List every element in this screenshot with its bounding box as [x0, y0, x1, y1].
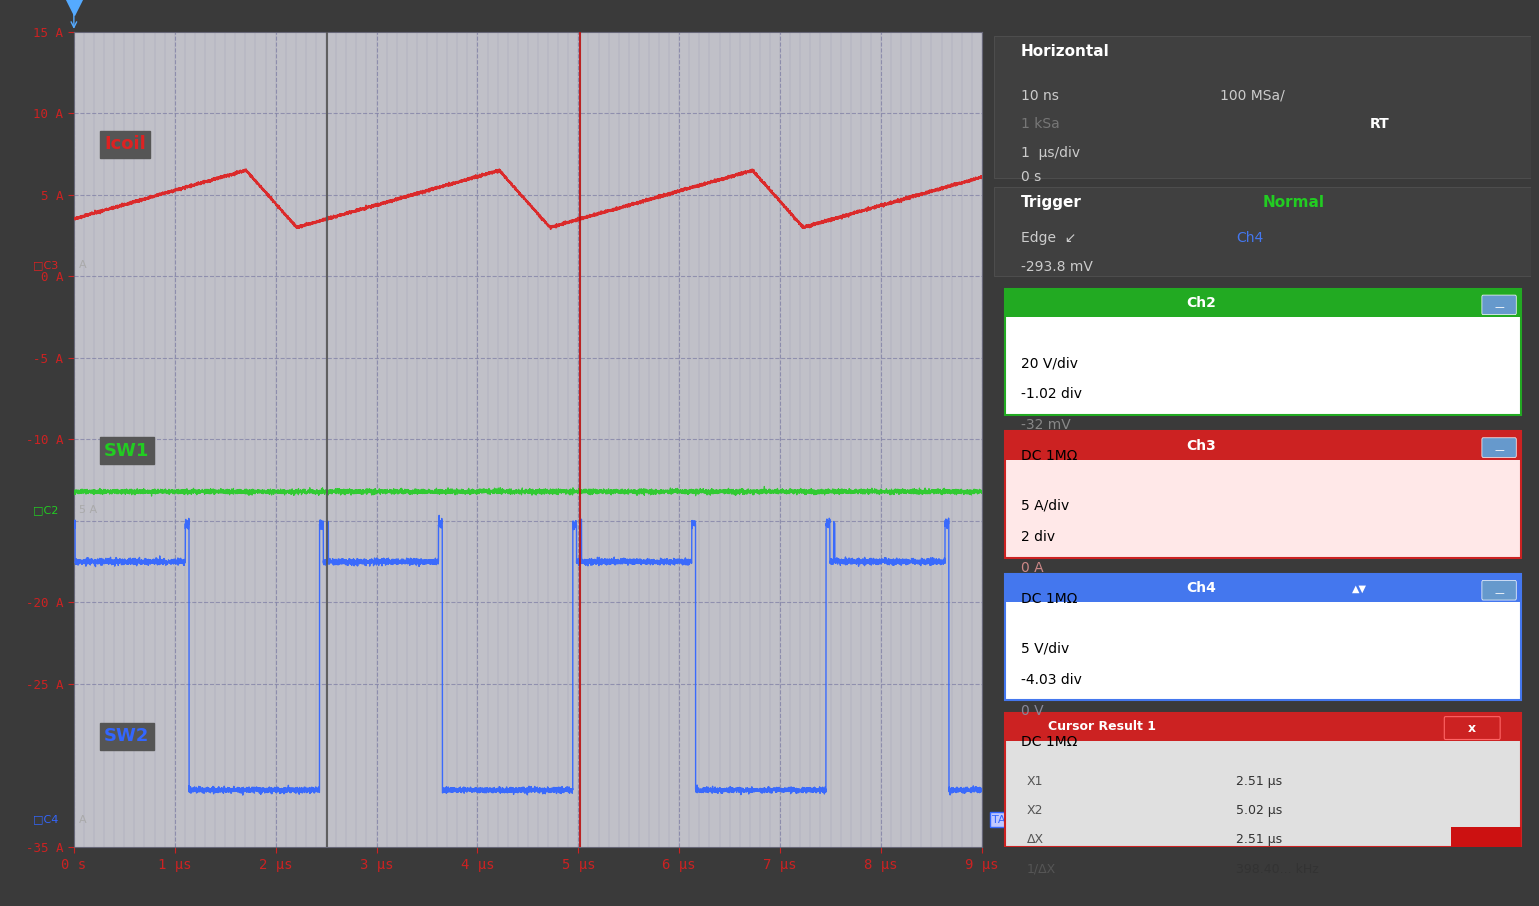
FancyBboxPatch shape: [1482, 438, 1516, 458]
FancyBboxPatch shape: [1482, 581, 1516, 600]
Text: —: —: [1494, 303, 1504, 313]
Text: 0 V: 0 V: [1020, 704, 1043, 718]
Text: ΔX: ΔX: [1027, 834, 1043, 846]
Text: Ch2: Ch2: [1187, 296, 1216, 310]
Text: DC 1MΩ: DC 1MΩ: [1020, 592, 1077, 606]
Bar: [1005, 574, 1521, 700]
Text: Ch4: Ch4: [1187, 582, 1216, 595]
Text: Trigger: Trigger: [1020, 195, 1082, 210]
Text: 1 kSa: 1 kSa: [1020, 117, 1060, 131]
Bar: [1005, 431, 1521, 460]
Text: 10 ns: 10 ns: [1020, 89, 1059, 102]
Text: □C2: □C2: [34, 505, 58, 515]
Text: 1/ΔX: 1/ΔX: [1027, 863, 1056, 875]
Text: Horizontal: Horizontal: [1020, 43, 1110, 59]
Bar: [1005, 712, 1521, 741]
Text: TA: TA: [993, 814, 1005, 824]
Text: DC 1MΩ: DC 1MΩ: [1020, 449, 1077, 463]
Text: 2.51 μs: 2.51 μs: [1236, 775, 1282, 787]
Text: Cursor Result 1: Cursor Result 1: [1048, 720, 1156, 733]
Text: —: —: [1494, 588, 1504, 598]
Text: RT: RT: [1370, 117, 1390, 131]
Bar: [1005, 288, 1521, 415]
Bar: [994, 187, 1531, 276]
Text: -1.02 div: -1.02 div: [1020, 387, 1082, 401]
Bar: [1005, 574, 1521, 602]
Text: ▲▼: ▲▼: [1351, 583, 1367, 593]
Text: Ch4: Ch4: [1236, 232, 1264, 246]
Text: 0 A: 0 A: [1020, 561, 1043, 575]
Bar: [1451, 826, 1521, 847]
Text: 2 div: 2 div: [1020, 530, 1056, 544]
Bar: [994, 36, 1531, 178]
Text: 5.02 μs: 5.02 μs: [1236, 804, 1282, 817]
Text: x: x: [1468, 721, 1476, 735]
Text: SW1: SW1: [105, 442, 149, 459]
Text: -4.03 div: -4.03 div: [1020, 672, 1082, 687]
Text: □C4: □C4: [34, 814, 58, 824]
Text: 1  μs/div: 1 μs/div: [1020, 146, 1080, 159]
Text: 20 V/div: 20 V/div: [1020, 356, 1077, 371]
Text: 5 A/div: 5 A/div: [1020, 499, 1070, 513]
Text: -293.8 mV: -293.8 mV: [1020, 260, 1093, 274]
Text: □C3: □C3: [34, 260, 58, 270]
Text: 2.51 μs: 2.51 μs: [1236, 834, 1282, 846]
Text: -32 mV: -32 mV: [1020, 419, 1071, 432]
Text: 5 V/div: 5 V/div: [1020, 641, 1070, 656]
Text: 398.40... kHz: 398.40... kHz: [1236, 863, 1319, 875]
Bar: [1005, 288, 1521, 317]
Bar: [1005, 431, 1521, 557]
Text: Icoil: Icoil: [105, 135, 146, 153]
Text: Normal: Normal: [1262, 195, 1325, 210]
Text: 5 A: 5 A: [78, 505, 97, 515]
FancyBboxPatch shape: [1444, 717, 1501, 739]
FancyBboxPatch shape: [1482, 295, 1516, 314]
Text: 100 MSa/: 100 MSa/: [1220, 89, 1285, 102]
Text: —: —: [1494, 445, 1504, 455]
Text: A: A: [78, 260, 86, 270]
Text: Edge  ↙: Edge ↙: [1020, 232, 1085, 246]
Text: Ch3: Ch3: [1187, 439, 1216, 452]
Text: A: A: [78, 814, 86, 824]
Text: SW2: SW2: [105, 728, 149, 745]
Text: X2: X2: [1027, 804, 1043, 817]
Bar: [1005, 712, 1521, 847]
Text: 0 s: 0 s: [1020, 170, 1042, 184]
Text: DC 1MΩ: DC 1MΩ: [1020, 735, 1077, 748]
Text: X1: X1: [1027, 775, 1043, 787]
